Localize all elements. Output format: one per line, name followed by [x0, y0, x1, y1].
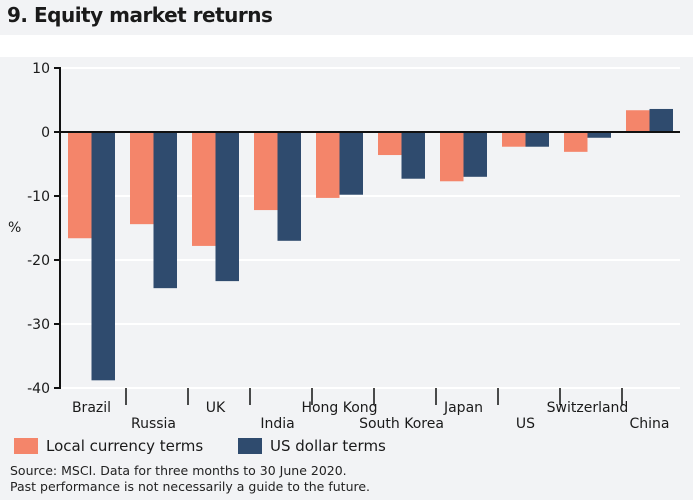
bar-us-usd — [525, 132, 549, 147]
y-tick-label: 0 — [41, 125, 50, 141]
bar-uk-local — [192, 132, 216, 246]
chart-title: 9. Equity market returns — [7, 3, 273, 27]
source-note: Source: MSCI. Data for three months to 3… — [10, 463, 347, 478]
y-tick-label: 10 — [32, 61, 50, 77]
x-tick-label: UK — [206, 400, 226, 416]
bar-russia-usd — [153, 132, 177, 289]
bar-brazil-usd — [91, 132, 115, 381]
spacer — [0, 35, 693, 57]
y-tick-label: -30 — [27, 317, 50, 333]
bar-switzerland-local — [564, 132, 588, 152]
legend-label: Local currency terms — [46, 437, 204, 455]
legend-usd: US dollar terms — [238, 437, 386, 455]
x-tick-label: Hong Kong — [301, 400, 377, 416]
bar-brazil-local — [68, 132, 92, 239]
bar-switzerland-usd — [587, 132, 611, 138]
bar-india-local — [254, 132, 278, 211]
bar-south-korea-usd — [401, 132, 425, 179]
y-tick-label: -10 — [27, 189, 50, 205]
legend-label: US dollar terms — [270, 437, 386, 455]
bar-russia-local — [130, 132, 154, 225]
disclaimer: Past performance is not necessarily a gu… — [10, 479, 371, 494]
y-tick-label: -40 — [27, 381, 50, 397]
x-tick-label: Switzerland — [547, 400, 629, 416]
x-tick-label: US — [516, 416, 535, 432]
bar-japan-usd — [463, 132, 487, 177]
y-axis-label: % — [8, 220, 21, 236]
legend-local: Local currency terms — [14, 437, 203, 455]
x-tick-label: India — [260, 416, 294, 432]
bar-south-korea-local — [378, 132, 402, 156]
x-tick-label: China — [630, 416, 670, 432]
bar-uk-usd — [215, 132, 239, 282]
bar-china-local — [626, 110, 650, 132]
bar-hong-kong-usd — [339, 132, 363, 195]
bar-us-local — [502, 132, 526, 147]
x-tick-label: South Korea — [359, 416, 444, 432]
bar-china-usd — [649, 108, 673, 132]
legend-swatch-local — [14, 438, 38, 454]
x-tick-label: Brazil — [72, 400, 111, 416]
bar-india-usd — [277, 132, 301, 241]
x-tick-label: Russia — [131, 416, 176, 432]
x-tick-label: Japan — [443, 400, 483, 416]
bar-hong-kong-local — [316, 132, 340, 198]
bar-japan-local — [440, 132, 464, 182]
legend-swatch-usd — [238, 438, 262, 454]
y-tick-label: -20 — [27, 253, 50, 269]
